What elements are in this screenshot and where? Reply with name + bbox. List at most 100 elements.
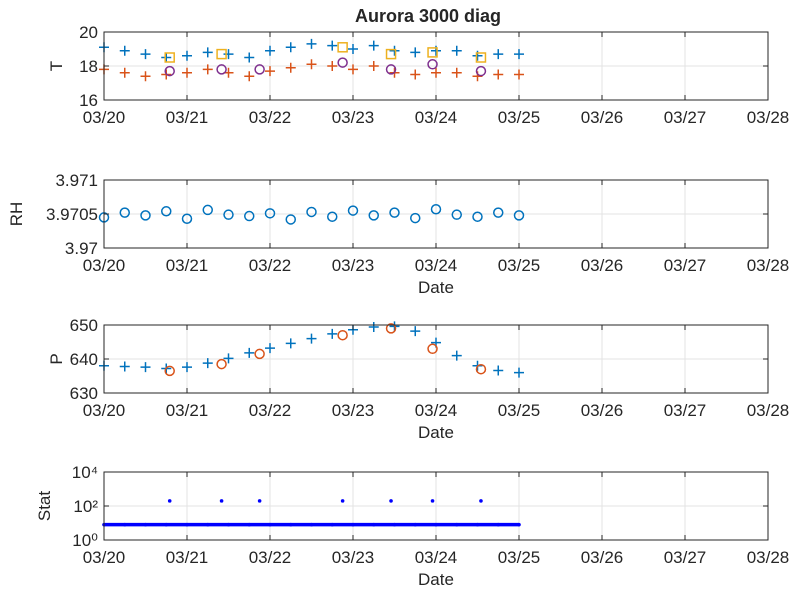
data-point [244,71,255,82]
x-tick-label: 03/23 [332,108,375,127]
data-point [161,206,172,217]
x-tick-label: 03/26 [581,548,624,567]
data-point [337,42,348,53]
data-point [389,499,393,503]
data-point [167,499,172,503]
data-point [493,207,504,218]
y-tick-label: 650 [70,316,98,335]
data-point [493,365,504,376]
data-point [430,203,442,215]
y-tick-label: 20 [79,23,98,42]
y-axis-label: T [47,61,66,71]
data-point [216,48,227,60]
data-point [451,45,462,56]
x-tick-label: 03/27 [664,401,707,420]
x-tick-label: 03/26 [581,256,624,275]
data-point [368,61,379,71]
data-point [181,213,193,225]
series-2 [167,499,483,503]
x-axis: 03/20 03/21 03/22 03/23 03/24 03/25 03/26 03/27… [83,325,789,420]
y-tick-label: 3.9705 [46,205,98,224]
series-2 [164,323,487,377]
data-point [327,211,338,222]
x-tick-label: 03/25 [498,401,541,420]
data-point [368,40,379,51]
data-point [306,59,317,70]
x-tick-label: 03/23 [332,401,375,420]
data-point [244,347,255,358]
data-point [479,499,483,503]
data-point [493,69,504,80]
data-point [285,62,296,73]
data-point [337,329,348,341]
x-axis-label: Date [418,423,454,442]
data-point [410,212,421,224]
x-tick-label: 03/21 [166,401,209,420]
data-point [182,67,192,78]
x-tick-label: 03/23 [332,256,375,275]
y-tick-label: 10² [73,497,98,516]
x-tick-label: 03/20 [83,548,126,567]
data-point [427,47,438,58]
data-point [264,208,276,219]
series-1 [102,522,521,527]
x-tick-label: 03/26 [581,108,624,127]
data-point [254,348,265,360]
data-point [119,361,130,372]
data-point [337,57,348,68]
x-tick-label: 03/28 [747,548,790,567]
data-point [348,44,358,54]
data-point [427,343,438,355]
data-point [182,50,192,61]
x-tick-label: 03/20 [83,256,126,275]
y-axis: 630 640 650 [70,316,768,403]
y-tick-label: 16 [79,91,98,110]
x-tick-label: 03/27 [664,256,707,275]
x-tick-label: 03/23 [332,548,375,567]
data-point [285,214,296,225]
data-point [431,67,441,78]
data-point [514,367,524,378]
y-axis-label: RH [7,202,26,227]
x-tick-label: 03/28 [747,256,790,275]
data-point [202,47,213,58]
data-point [385,64,397,75]
data-point [140,49,151,60]
data-point [368,322,379,333]
data-point [340,499,345,503]
data-point [265,45,275,56]
data-point [223,49,234,60]
data-point [493,49,504,60]
data-point [202,204,213,216]
x-axis: 03/20 03/21 03/22 03/23 03/24 03/25 03/26 03/27… [83,32,789,127]
data-point [202,64,213,75]
x-tick-label: 03/25 [498,256,541,275]
data-point [244,210,255,222]
data-point [219,499,224,503]
data-point [119,67,130,78]
data-point [257,499,262,503]
data-point [265,343,275,354]
data-point [327,61,338,71]
data-point [285,338,296,349]
data-point [182,362,192,373]
chart-panel-4: 03/20 03/21 03/22 03/23 03/24 03/25 03/26 03/27… [35,463,789,589]
data-point [389,45,400,56]
x-tick-label: 03/22 [249,256,292,275]
data-point [140,362,151,373]
y-tick-label: 10⁴ [72,463,98,482]
x-tick-label: 03/24 [415,108,458,127]
data-point [475,65,487,77]
series-2 [99,59,524,82]
x-axis-label: Date [418,570,454,589]
data-point [475,363,487,375]
data-point [306,333,317,344]
data-point [223,209,234,220]
x-tick-label: 03/20 [83,108,126,127]
chart-panel-2: 03/20 03/21 03/22 03/23 03/24 03/25 03/26 03/27… [7,171,789,297]
data-point [514,69,524,80]
y-axis-label: P [47,353,66,364]
data-point [475,52,487,63]
data-point [347,205,359,216]
